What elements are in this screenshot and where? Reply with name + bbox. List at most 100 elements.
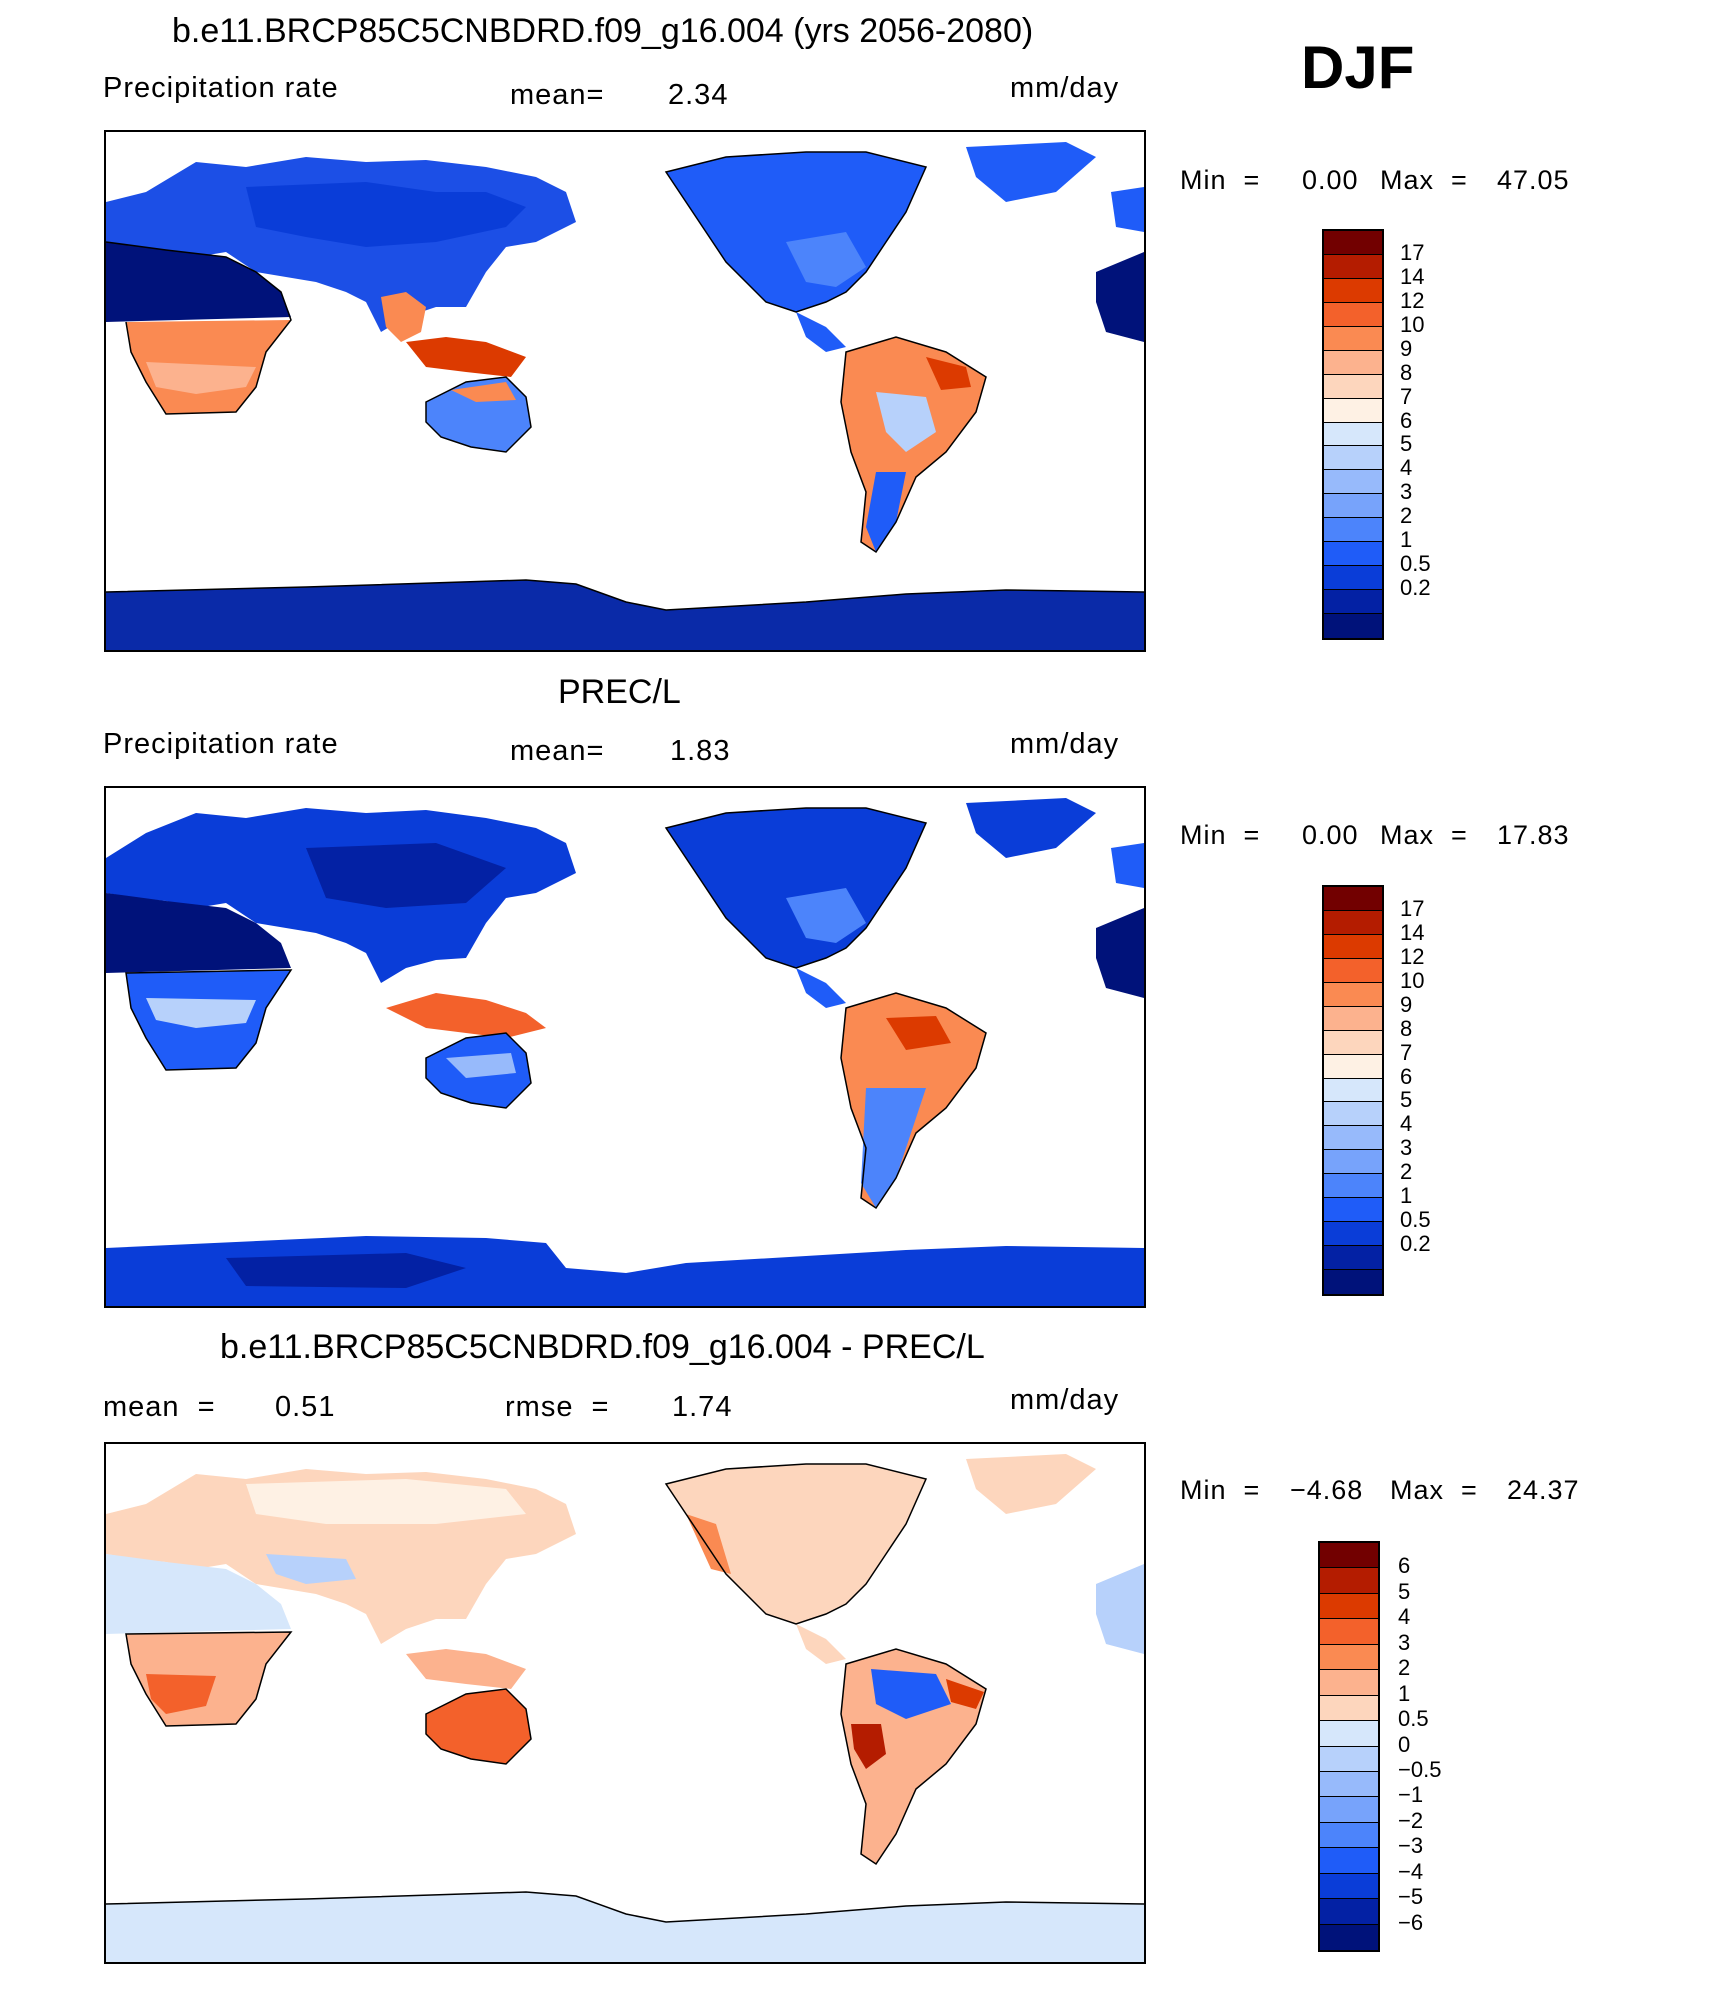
colorbar-segment [1324, 1222, 1382, 1247]
colorbar-segment [1320, 1670, 1378, 1696]
colorbar-tick-label: 4 [1400, 1111, 1413, 1137]
colorbar-segment [1324, 1198, 1382, 1223]
colorbar-segment [1324, 302, 1382, 327]
na-east [786, 232, 866, 287]
colorbar-tick-label: 8 [1400, 1015, 1413, 1041]
colorbar-tick-label: −2 [1398, 1807, 1424, 1833]
coastline [106, 151, 1144, 611]
colorbar-tick-label: 0.2 [1400, 1231, 1431, 1257]
colorbar-tick-label: 6 [1400, 1063, 1413, 1089]
colorbar-tick-label: 0.5 [1400, 551, 1431, 577]
colorbar-tick-label: 0.2 [1400, 575, 1431, 601]
panel1-map-svg [106, 142, 1144, 650]
colorbar-segment [1320, 1543, 1378, 1569]
colorbar-tick-label: −1 [1398, 1782, 1424, 1808]
central-america [796, 1624, 846, 1664]
colorbar-segment [1320, 1797, 1378, 1823]
colorbar-segment [1320, 1924, 1378, 1950]
colorbar-segment [1324, 910, 1382, 935]
se-asia [381, 292, 426, 342]
southern-africa-light [146, 998, 256, 1028]
colorbar-tick-label: 5 [1398, 1578, 1411, 1604]
colorbar-segment [1324, 278, 1382, 303]
panel3-rmse-value: 1.74 [672, 1391, 733, 1423]
panel1-max-label: Max = [1380, 165, 1468, 195]
colorbar-segment [1320, 1899, 1378, 1925]
central-america [796, 312, 846, 352]
panel3-mean-label: mean = [103, 1391, 216, 1423]
colorbar-tick-label: 17 [1400, 895, 1425, 921]
colorbar-tick-label: 2 [1400, 503, 1413, 529]
colorbar-segment [1324, 518, 1382, 543]
panel1-map [104, 130, 1146, 652]
australia [426, 1689, 531, 1764]
eurasia-light [246, 1479, 526, 1524]
panel3-map-svg [106, 1454, 1144, 1962]
colorbar-segment [1320, 1873, 1378, 1900]
north-africa [106, 893, 291, 973]
north-america [666, 808, 926, 968]
panel2-max-value: 17.83 [1497, 820, 1570, 850]
colorbar-tick-label: 12 [1400, 287, 1425, 313]
colorbar-tick-label: 14 [1400, 263, 1425, 289]
australia-north [451, 382, 516, 402]
north-america [666, 1464, 926, 1624]
colorbar-segment [1324, 590, 1382, 615]
colorbar-tick-label: 14 [1400, 919, 1425, 945]
antarctica [106, 1892, 1144, 1962]
greenland [966, 142, 1096, 202]
sa-red [851, 1724, 886, 1769]
colorbar-segment [1324, 542, 1382, 567]
colorbar-segment [1324, 1102, 1382, 1127]
panel1-colorbar [1322, 229, 1384, 640]
colorbar-segment [1324, 934, 1382, 959]
colorbar-tick-label: 3 [1400, 1135, 1413, 1161]
sa-south [861, 1088, 926, 1208]
panel1-min-label: Min = [1180, 165, 1261, 195]
greenland [966, 1454, 1096, 1514]
colorbar-segment [1324, 1054, 1382, 1079]
panel2-min-value: 0.00 [1302, 820, 1359, 850]
west-africa-right [1096, 1564, 1144, 1654]
sa-amazon-dark [886, 1016, 951, 1050]
colorbar-segment [1324, 1006, 1382, 1031]
colorbar-segment [1324, 398, 1382, 423]
colorbar-segment [1324, 1174, 1382, 1199]
colorbar-segment [1320, 1644, 1378, 1671]
sa-blue [871, 1669, 951, 1719]
colorbar-tick-label: 1 [1400, 527, 1413, 553]
australia-light [446, 1053, 516, 1078]
colorbar-segment [1320, 1695, 1378, 1722]
coastline [125, 807, 987, 1210]
maritime-continent [406, 1649, 526, 1689]
colorbar-segment [1324, 422, 1382, 447]
panel2-map [104, 786, 1146, 1308]
colorbar-tick-label: 6 [1398, 1553, 1411, 1579]
panel1-units: mm/day [1010, 72, 1120, 104]
maritime-continent [406, 337, 526, 377]
eurasia-dark [306, 843, 506, 908]
colorbar-tick-label: 9 [1400, 335, 1413, 361]
panel3-title: b.e11.BRCP85C5CNBDRD.f09_g16.004 - PREC/… [220, 1328, 985, 1366]
sa-amazon [926, 357, 971, 390]
panel2-min-label: Min = [1180, 820, 1261, 850]
colorbar-tick-label: 7 [1400, 1039, 1413, 1065]
colorbar-tick-label: 9 [1400, 991, 1413, 1017]
colorbar-segment [1324, 470, 1382, 495]
colorbar-tick-label: 6 [1400, 407, 1413, 433]
panel3-min-label: Min = [1180, 1475, 1261, 1505]
panel3-max-label: Max = [1390, 1475, 1478, 1505]
sa-center [876, 392, 936, 452]
panel3-max-value: 24.37 [1507, 1475, 1580, 1505]
panel2-mean-label: mean= [510, 735, 605, 767]
colorbar-segment [1324, 374, 1382, 399]
colorbar-tick-label: 3 [1400, 479, 1413, 505]
panel2-colorbar [1322, 885, 1384, 1296]
colorbar-tick-label: −3 [1398, 1833, 1424, 1859]
colorbar-tick-label: 8 [1400, 359, 1413, 385]
colorbar-tick-label: 1 [1400, 1183, 1413, 1209]
antarctica [106, 580, 1144, 650]
panel3-rmse-label: rmse = [505, 1391, 610, 1423]
colorbar-segment [1324, 231, 1382, 255]
colorbar-segment [1324, 446, 1382, 471]
